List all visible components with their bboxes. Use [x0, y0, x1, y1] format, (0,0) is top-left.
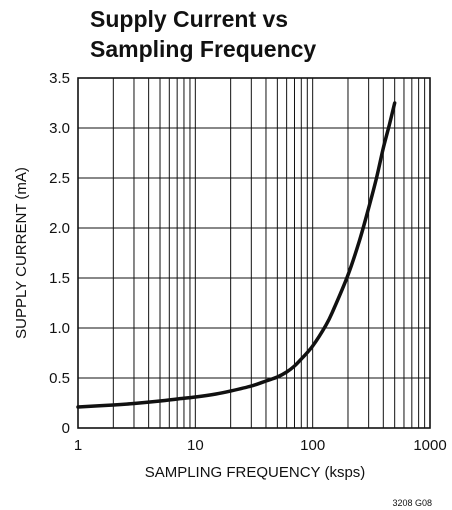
y-axis-ticks: 0 0.5 1.0 1.5 2.0 2.5 3.0 3.5 [49, 70, 70, 437]
chart-title: Supply Current vs [90, 6, 288, 32]
x-tick-label: 10 [187, 437, 204, 454]
y-tick-label: 1.5 [49, 270, 70, 287]
x-axis-label: SAMPLING FREQUENCY (ksps) [145, 464, 366, 481]
plot-frame [77, 77, 431, 429]
y-tick-label: 2.0 [49, 220, 70, 237]
y-axis-label: SUPPLY CURRENT (mA) [13, 167, 30, 339]
y-tick-label: 1.0 [49, 320, 70, 337]
grid-lines [78, 78, 430, 428]
series-line-supply-current [76, 101, 397, 409]
figure-id: 3208 G08 [392, 498, 432, 508]
x-tick-label: 100 [300, 437, 325, 454]
y-tick-label: 3.5 [49, 70, 70, 87]
y-tick-label: 0 [62, 420, 70, 437]
y-tick-label: 0.5 [49, 370, 70, 387]
chart-subtitle: Sampling Frequency [90, 36, 316, 62]
y-tick-label: 3.0 [49, 120, 70, 137]
x-tick-label: 1000 [413, 437, 446, 454]
x-axis-ticks: 1 10 100 1000 [74, 437, 447, 454]
x-tick-label: 1 [74, 437, 82, 454]
y-tick-label: 2.5 [49, 170, 70, 187]
